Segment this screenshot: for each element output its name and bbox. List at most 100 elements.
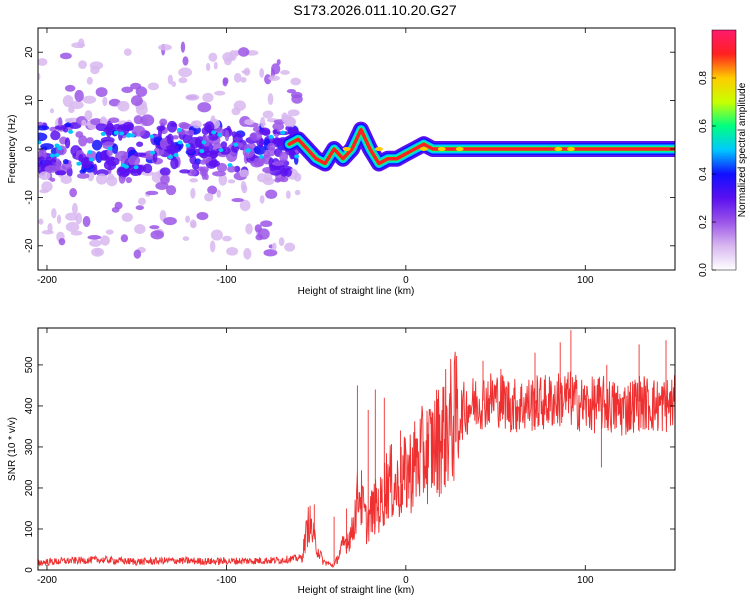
spectrogram-blob [202,92,214,103]
snr-panel: -200 -100 0 100 0 100 200 300 400 500 Height of … [7,327,676,596]
snr-x-tick-label: -200 [37,575,57,586]
spectrogram-blob [65,212,79,221]
spectrogram-blob [208,159,220,168]
spectrogram-blob [280,168,288,177]
spectrogram-blob [65,221,80,233]
spectrogram-blob [108,117,120,124]
spectrogram-blob [214,90,226,96]
spectrogram-blob [90,118,103,126]
spectrogram-blob [166,133,174,145]
spectrogram-blob [117,100,130,112]
spectrogram-blob [231,197,244,203]
spectrogram-blob [182,236,190,241]
spectrogram-blob [199,159,207,165]
spectrogram-blob [253,161,264,167]
spectrogram-blob [227,179,236,184]
spectrogram-blob [135,86,148,97]
spectrogram-hotspot [100,131,106,136]
spectrogram-blob [263,249,278,257]
spectrogram-blob [231,131,237,138]
snr-x-tick-label: 0 [403,575,409,586]
spectrogram-hotspot [201,140,207,145]
spectrogram-blob [125,176,132,184]
spectrogram-x-tick-label: -200 [37,275,57,286]
spectrogram-blob [190,187,196,199]
spectrogram-blob [260,116,266,129]
spectrogram-hotspot [54,143,60,148]
spectrogram-blob [137,197,146,206]
spectrogram-hotspot [173,152,179,157]
spectrogram-blob [222,235,232,242]
spectrogram-blob [197,102,212,113]
spectrogram-blob [226,246,239,256]
spectrogram-hotspot [294,154,300,159]
spectrogram-blob [271,63,281,75]
spectrogram-blob [134,224,146,235]
spectrogram-blob [239,169,250,178]
spectrogram-blob [186,129,195,136]
spectrogram-blob [185,94,200,101]
spectrogram-blob [155,181,169,190]
spectrogram-blob [150,230,164,240]
spectrogram-blob [82,95,97,104]
spectrogram-y-tick-label: 0 [24,146,35,152]
spectrogram-y-ticks: -20 -10 0 10 20 [24,46,675,253]
spectrogram-blob [201,169,207,180]
spectrogram-blob [77,173,90,179]
spectrogram-blob [159,167,171,176]
spectrogram-blob [44,165,59,173]
snr-y-tick-label: 400 [24,397,35,414]
spectrogram-hotspot [167,155,173,160]
spectrogram-hotspot [150,150,156,155]
spectrogram-hotspot [227,163,233,168]
figure-title: S173.2026.011.10.20.G27 [293,2,457,18]
spectrogram-blob [260,128,265,133]
snr-y-ticks: 0 100 200 300 400 500 [24,356,675,573]
snr-x-label: Height of straight line (km) [298,585,415,596]
spectrogram-blob [54,125,67,130]
colorbar: 0.0 0.2 0.4 0.6 0.8 Normalized spectral ampl… [698,29,748,277]
spectrogram-blob [192,120,202,129]
snr-x-tick-label: -100 [216,575,236,586]
spectrogram-blob [62,158,69,165]
spectrogram-blob [163,216,177,226]
spectrogram-blob [257,228,270,240]
spectrogram-hotspot [49,153,55,158]
spectrogram-blob [71,202,78,215]
spectrogram-blob [276,59,281,65]
spectrogram-y-tick-label: -20 [24,238,35,253]
spectrogram-blob [272,129,278,135]
colorbar-label: Normalized spectral amplitude [737,82,748,217]
spectrogram-hotspot [149,134,155,139]
snr-y-tick-label: 200 [24,479,35,496]
spectrogram-blob [69,187,77,198]
spectrogram-blob [271,161,285,166]
spectrogram-blob [253,145,267,155]
spectrogram-blob [279,176,289,183]
spectrogram-blob [205,62,211,72]
spectrogram-blob [133,249,142,259]
spectrogram-blob [284,242,296,252]
spectrogram-blob [49,177,56,182]
spectrogram-blob [204,192,214,202]
spectrogram-blob [68,105,75,114]
spectrogram-blob [58,116,63,127]
spectrogram-blob [84,110,93,121]
spectrogram-blob [102,96,108,107]
spectrogram-blob [180,41,186,53]
spectrogram-blob [64,84,76,92]
spectrogram-blob [208,131,219,141]
snr-x-tick-label: 100 [577,575,594,586]
spectrogram-blob [189,178,199,183]
spectrogram-blob [208,52,218,62]
spectrogram-blob [216,189,221,198]
spectrogram-blob [78,135,88,147]
spectrogram-blob [285,190,291,199]
spectrogram-x-tick-label: 0 [403,275,409,286]
spectrogram-blob [166,120,178,133]
spectrogram-blob [166,144,179,151]
spectrogram-hotspot [119,131,125,136]
spectrogram-blob [271,139,282,144]
spectrogram-blob [108,98,121,107]
